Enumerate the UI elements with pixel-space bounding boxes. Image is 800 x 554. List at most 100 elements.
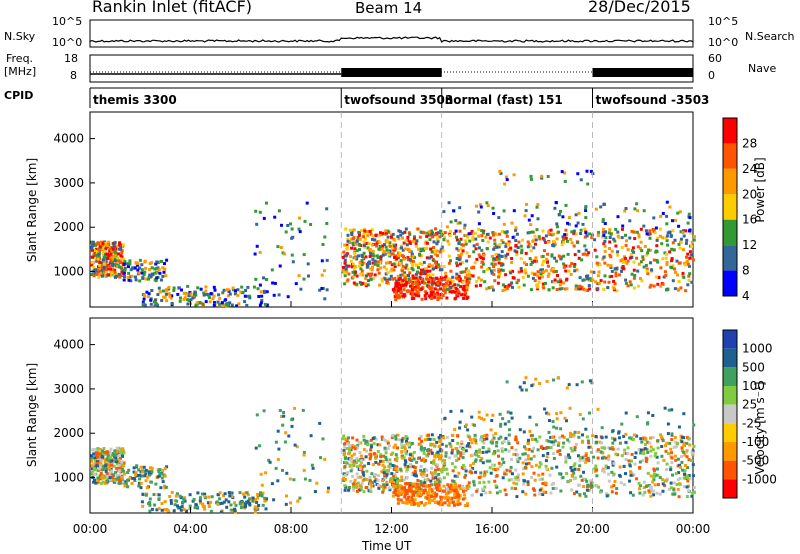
velocity-data-cell (179, 508, 183, 512)
velocity-data-cell (150, 507, 154, 511)
velocity-data-cell (188, 507, 192, 511)
power-data-cell (412, 237, 416, 241)
velocity-data-cell (581, 433, 584, 437)
velocity-data-cell (485, 433, 489, 437)
power-data-cell (369, 232, 373, 236)
velocity-data-cell (494, 468, 498, 472)
power-data-cell (384, 272, 388, 276)
velocity-data-cell (472, 437, 476, 441)
velocity-data-cell (552, 378, 555, 382)
velocity-data-cell (477, 450, 481, 454)
velocity-data-cell (495, 491, 499, 495)
velocity-data-cell (244, 502, 248, 506)
velocity-ylabel: Slant Range [km] (25, 362, 39, 468)
velocity-data-cell (663, 484, 667, 487)
power-data-cell (109, 258, 113, 262)
power-data-cell (564, 236, 568, 240)
power-data-cell (413, 287, 417, 291)
velocity-data-cell (481, 487, 484, 491)
velocity-data-cell (562, 435, 566, 439)
velocity-data-cell (658, 492, 662, 496)
power-data-cell (491, 206, 495, 210)
power-data-cell (640, 279, 644, 283)
velocity-data-cell (548, 473, 552, 477)
power-data-cell (656, 260, 660, 264)
power-data-cell (180, 288, 183, 292)
velocity-data-cell (497, 454, 500, 458)
velocity-data-cell (517, 478, 521, 482)
velocity-data-cell (552, 425, 556, 429)
velocity-data-cell (470, 471, 474, 475)
velocity-data-cell (524, 447, 528, 451)
velocity-data-cell (643, 490, 647, 494)
power-data-cell (172, 286, 176, 290)
velocity-data-cell (347, 436, 350, 440)
power-data-cell (456, 283, 460, 287)
power-data-cell (344, 227, 348, 231)
power-data-cell (394, 290, 398, 294)
velocity-data-cell (355, 489, 359, 493)
velocity-data-cell (491, 413, 495, 417)
power-data-cell (409, 284, 412, 288)
velocity-data-cell (569, 431, 572, 435)
power-colorbar-tick-label: 24 (742, 162, 757, 176)
power-data-cell (425, 235, 429, 238)
velocity-data-cell (555, 417, 559, 421)
power-data-cell (168, 294, 172, 298)
power-colorbar-swatch (723, 219, 737, 246)
power-data-cell (498, 243, 502, 247)
velocity-data-cell (505, 468, 509, 472)
velocity-data-cell (612, 484, 616, 488)
velocity-data-cell (439, 454, 443, 458)
power-data-cell (437, 293, 441, 297)
velocity-data-cell (114, 456, 118, 460)
power-data-cell (424, 290, 428, 294)
power-data-cell (108, 274, 112, 278)
power-data-cell (432, 246, 436, 249)
velocity-data-cell (191, 499, 195, 503)
velocity-data-cell (690, 451, 694, 455)
power-data-cell (350, 237, 354, 241)
power-data-cell (361, 273, 365, 277)
velocity-data-cell (153, 503, 157, 507)
velocity-data-cell (691, 453, 695, 457)
velocity-data-cell (368, 457, 372, 461)
power-data-cell (603, 244, 607, 248)
velocity-data-cell (117, 446, 121, 450)
power-data-cell (423, 294, 427, 298)
power-data-cell (629, 253, 633, 256)
power-data-cell (690, 240, 694, 244)
velocity-data-cell (483, 434, 487, 438)
power-data-cell (401, 248, 405, 252)
power-data-cell (511, 235, 515, 239)
velocity-data-cell (514, 487, 517, 491)
velocity-data-cell (397, 438, 401, 442)
power-data-cell (283, 252, 287, 256)
power-data-cell (648, 236, 652, 240)
power-data-cell (410, 267, 414, 270)
power-data-cell (440, 245, 444, 249)
power-colorbar-swatch (723, 118, 737, 144)
velocity-data-cell (478, 448, 481, 452)
power-data-cell (160, 299, 164, 302)
power-data-cell (228, 292, 232, 296)
power-data-cell (406, 274, 410, 278)
power-data-cell (121, 243, 125, 247)
power-data-cell (641, 258, 645, 261)
velocity-data-cell (418, 489, 422, 493)
power-data-cell (477, 234, 481, 238)
power-data-cell (360, 254, 364, 258)
velocity-data-cell (649, 454, 653, 458)
velocity-data-cell (539, 462, 543, 466)
power-data-cell (632, 286, 636, 290)
power-data-cell (557, 212, 561, 216)
power-data-cell (546, 175, 550, 178)
velocity-data-cell (622, 464, 626, 468)
power-data-cell (350, 233, 354, 237)
power-data-cell (385, 261, 388, 265)
velocity-data-cell (655, 491, 659, 495)
power-data-cell (248, 294, 251, 298)
velocity-data-cell (545, 439, 549, 442)
power-data-cell (252, 285, 256, 289)
velocity-data-cell (379, 485, 383, 489)
